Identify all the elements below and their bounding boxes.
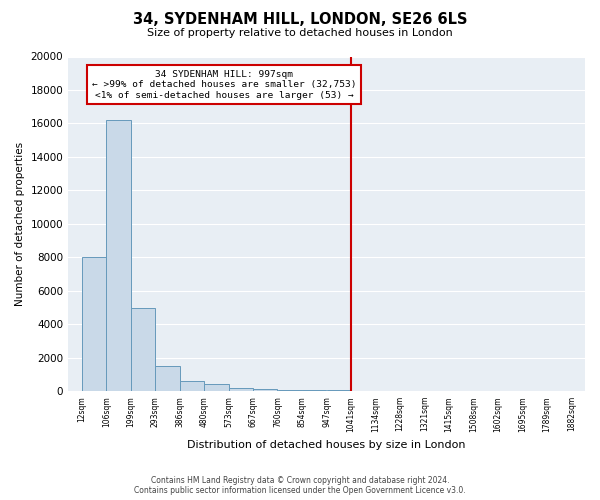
Bar	[106, 120, 131, 391]
Bar	[327, 390, 351, 391]
Text: 34 SYDENHAM HILL: 997sqm
← >99% of detached houses are smaller (32,753)
<1% of s: 34 SYDENHAM HILL: 997sqm ← >99% of detac…	[92, 70, 356, 100]
X-axis label: Distribution of detached houses by size in London: Distribution of detached houses by size …	[187, 440, 466, 450]
Bar	[82, 258, 106, 391]
Bar	[253, 388, 277, 391]
Text: Size of property relative to detached houses in London: Size of property relative to detached ho…	[147, 28, 453, 38]
Bar	[278, 390, 302, 391]
Bar	[229, 388, 253, 391]
Y-axis label: Number of detached properties: Number of detached properties	[15, 142, 25, 306]
Bar	[205, 384, 229, 391]
Text: Contains public sector information licensed under the Open Government Licence v3: Contains public sector information licen…	[134, 486, 466, 495]
Bar	[131, 308, 155, 391]
Text: Contains HM Land Registry data © Crown copyright and database right 2024.: Contains HM Land Registry data © Crown c…	[151, 476, 449, 485]
Bar	[180, 381, 204, 391]
Bar	[155, 366, 179, 391]
Text: 34, SYDENHAM HILL, LONDON, SE26 6LS: 34, SYDENHAM HILL, LONDON, SE26 6LS	[133, 12, 467, 28]
Bar	[302, 390, 326, 391]
